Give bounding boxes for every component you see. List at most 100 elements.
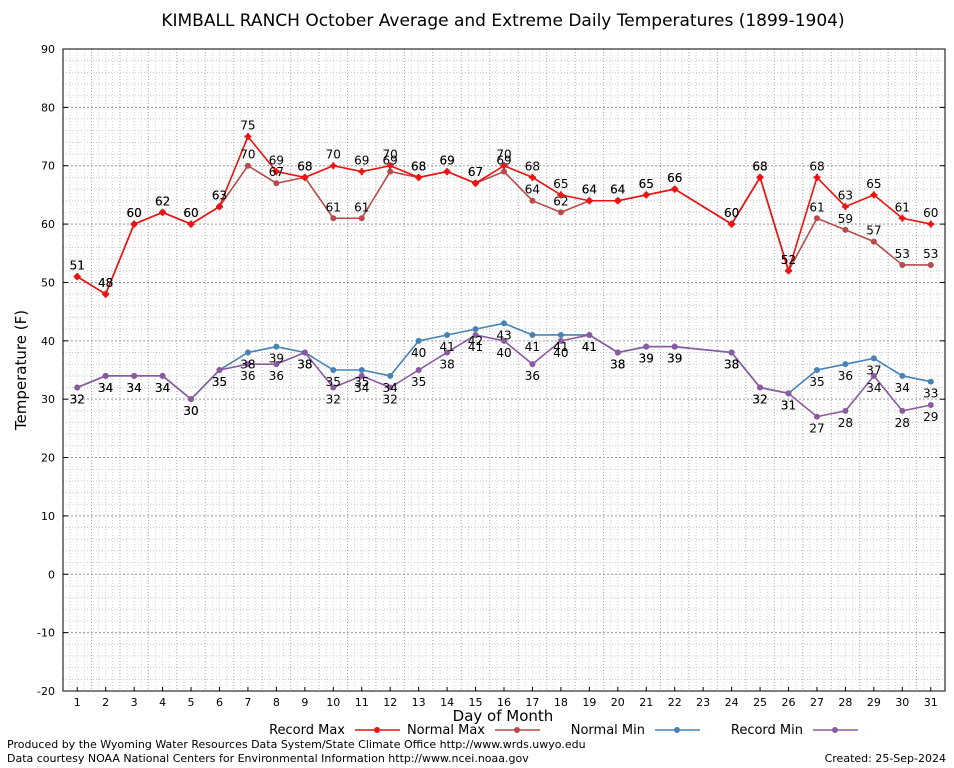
- data-label: 32: [752, 393, 767, 407]
- data-label: 31: [781, 398, 796, 412]
- data-label: 69: [439, 154, 454, 168]
- data-label: 68: [752, 159, 767, 173]
- data-point: [899, 372, 906, 379]
- y-tick-label: 90: [41, 43, 55, 56]
- data-point: [244, 162, 251, 169]
- data-label: 51: [70, 259, 85, 273]
- footer-produced-by: Produced by the Wyoming Water Resources …: [7, 738, 586, 751]
- data-point: [814, 174, 820, 180]
- data-label: 75: [240, 119, 255, 133]
- y-tick-label: 80: [41, 101, 55, 114]
- data-label: 32: [70, 393, 85, 407]
- data-label: 34: [155, 381, 170, 395]
- chart-title: KIMBALL RANCH October Average and Extrem…: [161, 11, 844, 31]
- legend-marker: [674, 727, 680, 733]
- data-point: [358, 367, 365, 373]
- data-label: 41: [582, 340, 597, 354]
- data-point: [330, 367, 337, 373]
- x-tick-label: 14: [440, 696, 454, 709]
- data-label: 38: [297, 357, 312, 371]
- data-label: 67: [468, 165, 483, 179]
- data-label: 36: [269, 369, 284, 383]
- data-point: [415, 337, 422, 344]
- data-point: [643, 192, 649, 198]
- data-label: 68: [411, 159, 426, 173]
- data-point: [160, 209, 166, 215]
- data-point: [870, 372, 877, 379]
- data-label: 38: [240, 357, 255, 371]
- footer-created: Created: 25-Sep-2024: [825, 752, 946, 765]
- data-point: [899, 261, 906, 268]
- data-label: 40: [553, 346, 568, 360]
- data-label: 38: [724, 357, 739, 371]
- data-label: 31: [781, 398, 796, 412]
- x-tick-label: 17: [525, 696, 539, 709]
- data-point: [330, 215, 337, 222]
- data-point: [387, 163, 393, 169]
- data-point: [557, 209, 564, 216]
- data-label: 61: [354, 200, 369, 214]
- data-label: 35: [212, 375, 227, 389]
- data-label: 38: [439, 357, 454, 371]
- x-tick-label: 24: [725, 696, 739, 709]
- data-label: 70: [383, 148, 398, 162]
- data-point: [472, 331, 479, 338]
- data-point: [302, 174, 308, 180]
- data-label: 39: [639, 352, 654, 366]
- data-point: [927, 402, 934, 409]
- data-point: [472, 326, 479, 333]
- data-point: [359, 169, 365, 175]
- series-line: [76, 134, 931, 296]
- x-tick-label: 16: [497, 696, 511, 709]
- data-label: 41: [553, 340, 568, 354]
- data-label: 38: [610, 357, 625, 371]
- y-tick-label: 0: [48, 568, 55, 581]
- data-label: 39: [639, 352, 654, 366]
- data-point: [131, 372, 138, 379]
- data-point: [928, 221, 934, 227]
- data-point: [387, 384, 394, 391]
- data-point: [501, 168, 507, 175]
- y-tick-label: 70: [41, 160, 55, 173]
- x-tick-label: 12: [383, 696, 397, 709]
- data-label: 68: [809, 159, 824, 173]
- legend-marker: [832, 727, 838, 733]
- data-label: 53: [895, 247, 910, 261]
- data-label: 65: [639, 177, 654, 191]
- data-label: 69: [354, 154, 369, 168]
- data-point: [387, 372, 394, 379]
- data-label: 30: [183, 404, 198, 418]
- data-point: [188, 221, 194, 227]
- data-point: [899, 407, 906, 414]
- data-label: 40: [411, 346, 426, 360]
- data-label: 60: [183, 206, 198, 220]
- data-point: [188, 396, 195, 403]
- data-label: 52: [781, 253, 796, 267]
- data-point: [842, 361, 849, 368]
- x-tick-label: 5: [188, 696, 195, 709]
- data-label: 41: [525, 340, 540, 354]
- data-label: 38: [297, 357, 312, 371]
- data-label: 63: [212, 189, 227, 203]
- data-point: [358, 215, 365, 222]
- data-point: [842, 204, 848, 210]
- data-label: 34: [354, 381, 369, 395]
- data-label: 70: [496, 148, 511, 162]
- x-tick-label: 6: [216, 696, 223, 709]
- data-label: 35: [212, 375, 227, 389]
- data-label: 38: [610, 357, 625, 371]
- data-label: 39: [667, 352, 682, 366]
- data-point: [927, 261, 934, 268]
- data-point: [615, 198, 621, 204]
- data-point: [444, 331, 451, 338]
- data-label: 35: [326, 375, 341, 389]
- data-point: [842, 226, 849, 233]
- data-label: 32: [326, 393, 341, 407]
- data-label: 69: [439, 154, 454, 168]
- data-point: [244, 349, 251, 356]
- data-point: [672, 186, 678, 192]
- footer-data-courtesy: Data courtesy NOAA National Centers for …: [7, 752, 529, 765]
- x-tick-label: 9: [301, 696, 308, 709]
